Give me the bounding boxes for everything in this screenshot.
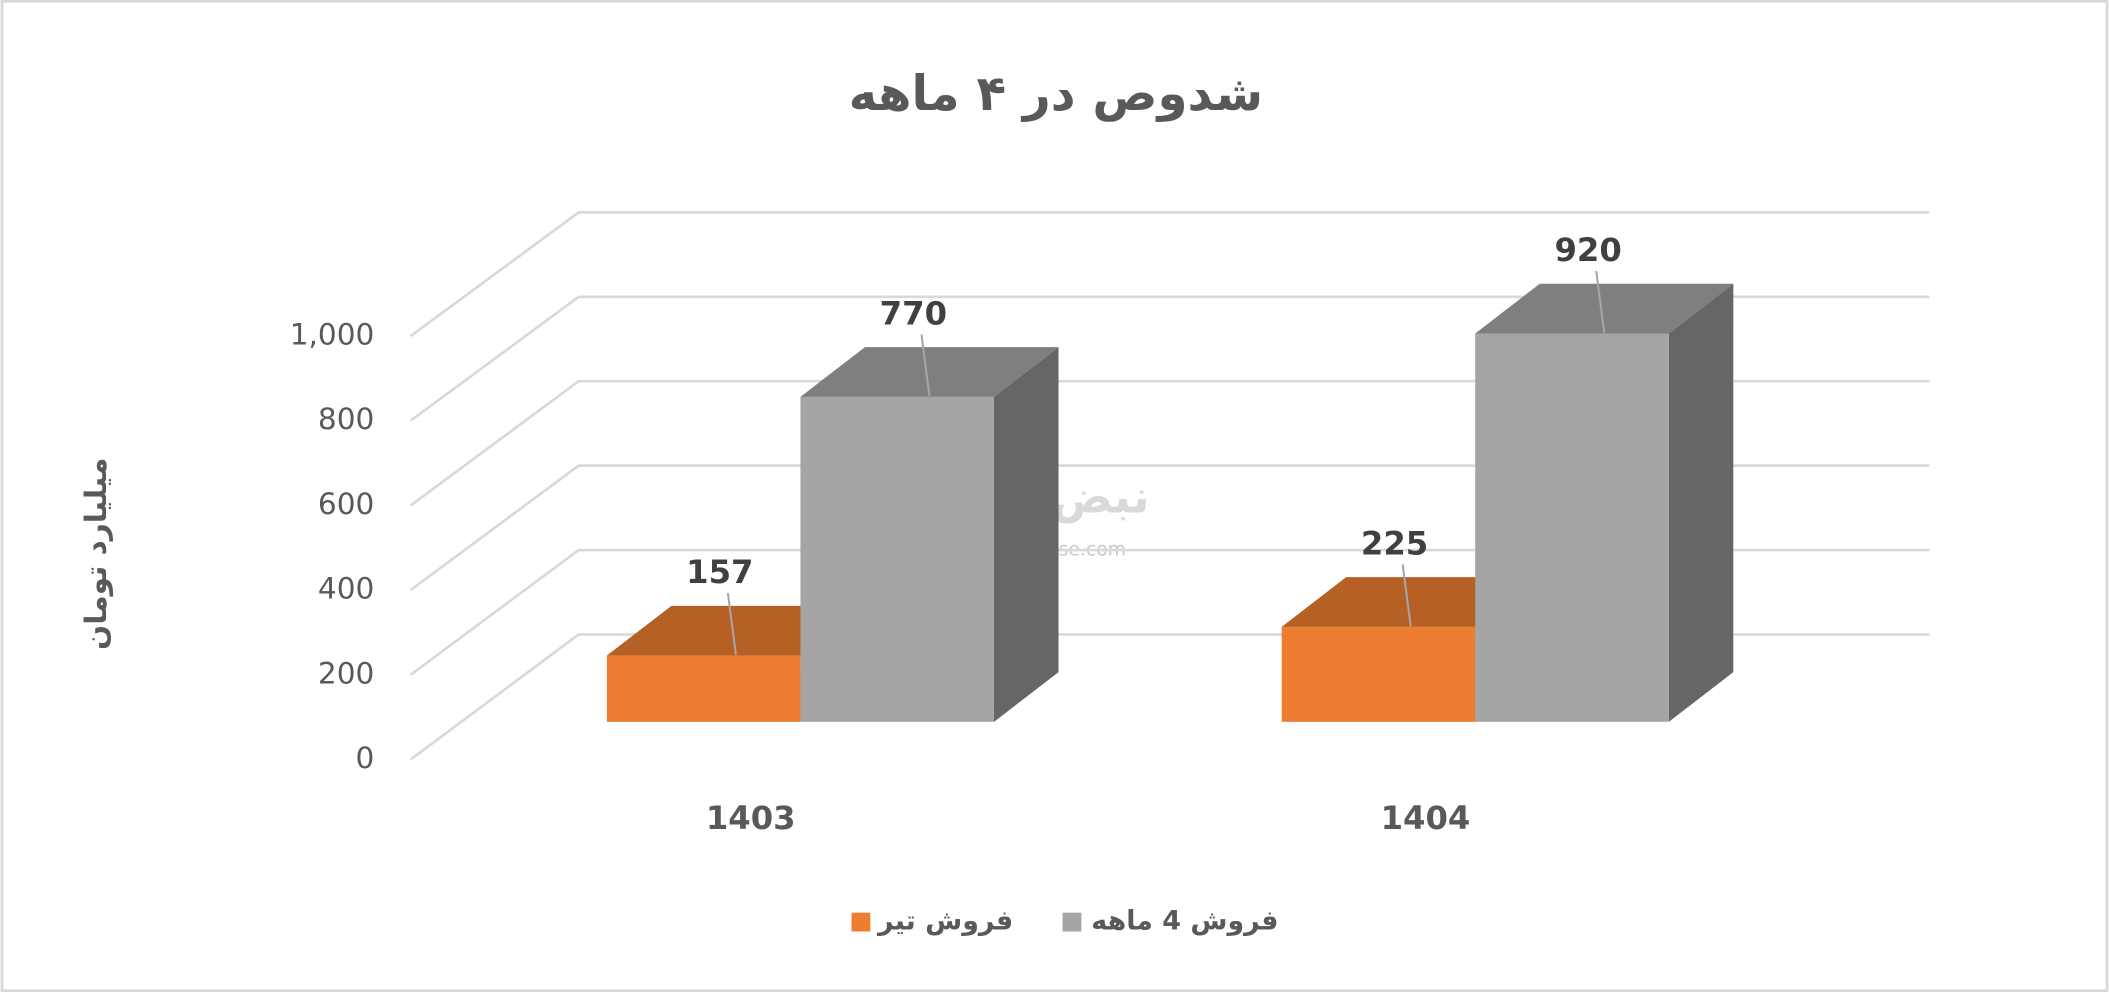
bar-side [994,347,1059,722]
y-tick-label: 200 [318,656,374,690]
y-axis-label: میلیارد تومان [79,458,113,650]
y-tick-label: 800 [318,402,374,436]
data-label: 157 [686,553,753,591]
bar [606,655,801,722]
bar-top [1475,283,1734,334]
legend-swatch [851,912,871,932]
bar [800,396,995,722]
bar-side [1668,283,1734,722]
bar [1281,626,1476,722]
leader-line [1401,564,1412,627]
legend-swatch [1062,912,1082,932]
data-label: 920 [1554,231,1621,269]
y-tick-label: 400 [318,572,374,606]
leader-line [920,334,931,397]
bar [1475,333,1669,722]
chart-title: شدوص در ۴ ماهه [849,66,1263,122]
data-label: 770 [880,295,947,333]
leader-line [1595,270,1606,333]
y-tick-label: 600 [318,487,374,521]
x-tick-label: 1404 [1381,799,1471,837]
grid-line [409,211,1930,338]
x-tick-label: 1403 [706,799,796,837]
data-label: 225 [1361,525,1428,563]
grid-line [409,295,1930,422]
y-tick-label: 0 [356,741,375,775]
leader-line [726,592,737,656]
bar-top [800,347,1059,397]
y-tick-label: 1,000 [290,318,375,352]
legend-label: فروش 4 ماهه [1091,906,1278,937]
legend-label: فروش تیر [876,906,1013,937]
